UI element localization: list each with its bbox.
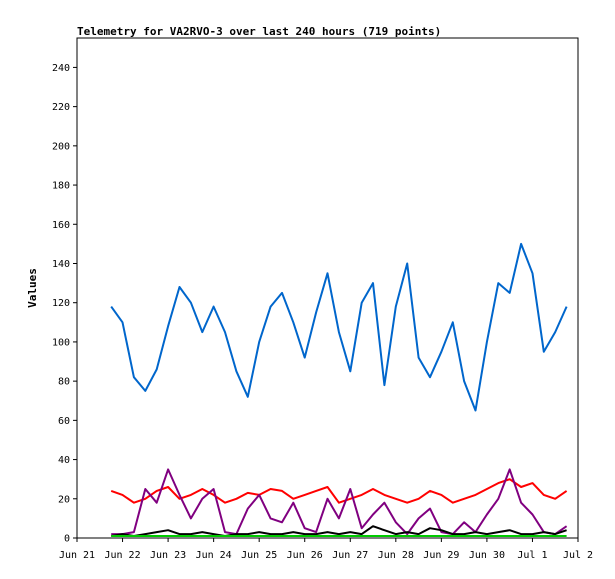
chart-title: Telemetry for VA2RVO-3 over last 240 hou… — [77, 25, 441, 38]
series-line-0 — [110, 242, 568, 412]
x-tick-label: Jun 23 — [150, 550, 186, 561]
y-tick-label: 80 — [58, 377, 70, 388]
x-tick-label: Jun 25 — [241, 550, 277, 561]
y-tick-label: 220 — [52, 102, 70, 113]
x-tick-label: Jun 21 — [59, 550, 95, 561]
x-tick-label: Jun 29 — [423, 550, 459, 561]
y-tick-label: 240 — [52, 63, 70, 74]
x-tick-label: Jun 24 — [196, 550, 232, 561]
y-tick-label: 160 — [52, 220, 70, 231]
y-tick-label: 140 — [52, 259, 70, 270]
x-tick-label: Jun 22 — [104, 550, 140, 561]
y-tick-label: 60 — [58, 416, 70, 427]
x-tick-label: Jun 27 — [332, 550, 368, 561]
y-tick-label: 40 — [58, 455, 70, 466]
x-tick-label: Jun 28 — [378, 550, 414, 561]
y-tick-label: 20 — [58, 494, 70, 505]
x-tick-label: Jun 26 — [287, 550, 323, 561]
series-layer — [110, 242, 568, 537]
plot-frame — [76, 37, 579, 539]
x-tick-label: Jul 2 — [563, 550, 593, 561]
y-tick-label: 100 — [52, 337, 70, 348]
y-axis-label: Values — [26, 268, 39, 308]
series-line-2 — [111, 468, 568, 536]
x-tick-label: Jun 30 — [469, 550, 505, 561]
series-line-1 — [110, 478, 568, 504]
x-axis: Jun 21 Jun 22 Jun 23 Jun 24 Jun 25 Jun 26 Jun … — [59, 538, 593, 561]
y-tick-label: 180 — [52, 181, 70, 192]
y-axis: 0 20 40 60 80 100 120 140 160 180 200 220 240 — [52, 63, 77, 545]
y-tick-label: 0 — [64, 534, 70, 545]
y-tick-label: 200 — [52, 141, 70, 152]
y-tick-label: 120 — [52, 298, 70, 309]
series-line-3 — [111, 525, 567, 537]
x-tick-label: Jul 1 — [517, 550, 547, 561]
